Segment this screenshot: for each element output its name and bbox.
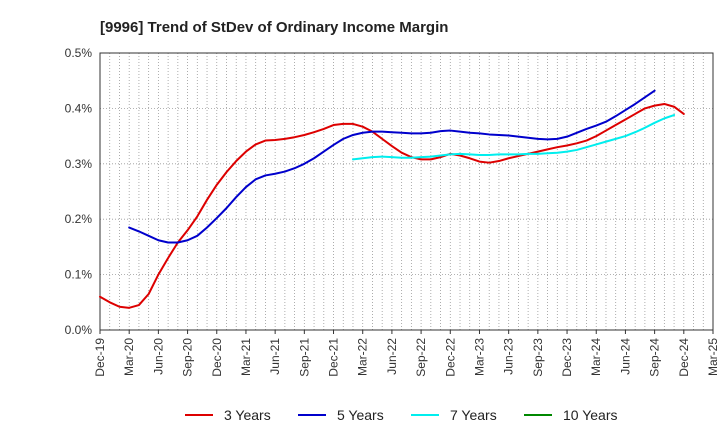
y-tick-label: 0.3% <box>65 157 93 171</box>
x-tick-label: Jun-23 <box>502 338 516 375</box>
x-tick-label: Dec-19 <box>93 338 107 377</box>
plot-area: 0.0% 0.1% 0.2% 0.3% 0.4% 0.5% Dec-19 Mar-20 Jun-… <box>65 46 720 377</box>
x-tick-label: Mar-20 <box>122 338 136 376</box>
chart-title: [9996] Trend of StDev of Ordinary Income… <box>100 19 448 36</box>
x-tick-label: Mar-22 <box>356 338 370 376</box>
x-tick-label: Dec-20 <box>210 338 224 377</box>
series-line-7-years <box>351 114 676 161</box>
series-line-5-years <box>128 89 656 244</box>
x-tick-label: Dec-22 <box>443 338 457 377</box>
x-tick-label: Sep-21 <box>297 338 311 377</box>
y-tick-label: 0.0% <box>65 323 93 337</box>
x-tick-label: Sep-23 <box>531 338 545 377</box>
x-tick-label: Mar-21 <box>239 338 253 376</box>
y-tick-label: 0.1% <box>65 268 93 282</box>
y-tick-label: 0.2% <box>65 212 93 226</box>
y-tick-label: 0.5% <box>65 46 93 60</box>
x-tick-label: Dec-24 <box>677 338 691 377</box>
legend-label-10-years: 10 Years <box>563 407 618 423</box>
legend-label-7-years: 7 Years <box>450 407 497 423</box>
plot-background <box>100 53 713 330</box>
legend: 3 Years 5 Years 7 Years 10 Years <box>185 407 618 423</box>
x-tick-label: Jun-21 <box>268 338 282 375</box>
x-tick-label: Jun-20 <box>151 338 165 375</box>
x-tick-label: Sep-20 <box>181 338 195 377</box>
legend-label-3-years: 3 Years <box>224 407 271 423</box>
x-tick-label: Jun-22 <box>385 338 399 375</box>
x-tick-label: Mar-23 <box>472 338 486 376</box>
x-tick-label: Dec-23 <box>560 338 574 377</box>
series-line-3-years <box>99 102 685 309</box>
x-tick-label: Mar-24 <box>589 338 603 376</box>
x-tick-label: Dec-21 <box>327 338 341 377</box>
x-tick-label: Jun-24 <box>618 338 632 375</box>
y-tick-label: 0.4% <box>65 101 93 115</box>
legend-label-5-years: 5 Years <box>337 407 384 423</box>
x-tick-label: Sep-22 <box>414 338 428 377</box>
x-tick-label: Mar-25 <box>706 338 720 376</box>
x-tick-label: Sep-24 <box>648 338 662 377</box>
plot-border <box>99 52 714 331</box>
